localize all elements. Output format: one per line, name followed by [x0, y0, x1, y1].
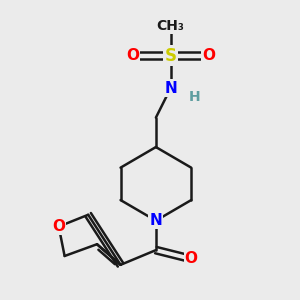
Text: CH₃: CH₃: [157, 19, 184, 33]
Text: N: N: [149, 213, 162, 228]
Text: O: O: [202, 48, 215, 63]
Text: O: O: [52, 219, 65, 234]
Text: S: S: [165, 47, 177, 65]
Text: N: N: [164, 81, 177, 96]
Text: O: O: [185, 251, 198, 266]
Text: H: H: [188, 90, 200, 104]
Text: O: O: [126, 48, 139, 63]
